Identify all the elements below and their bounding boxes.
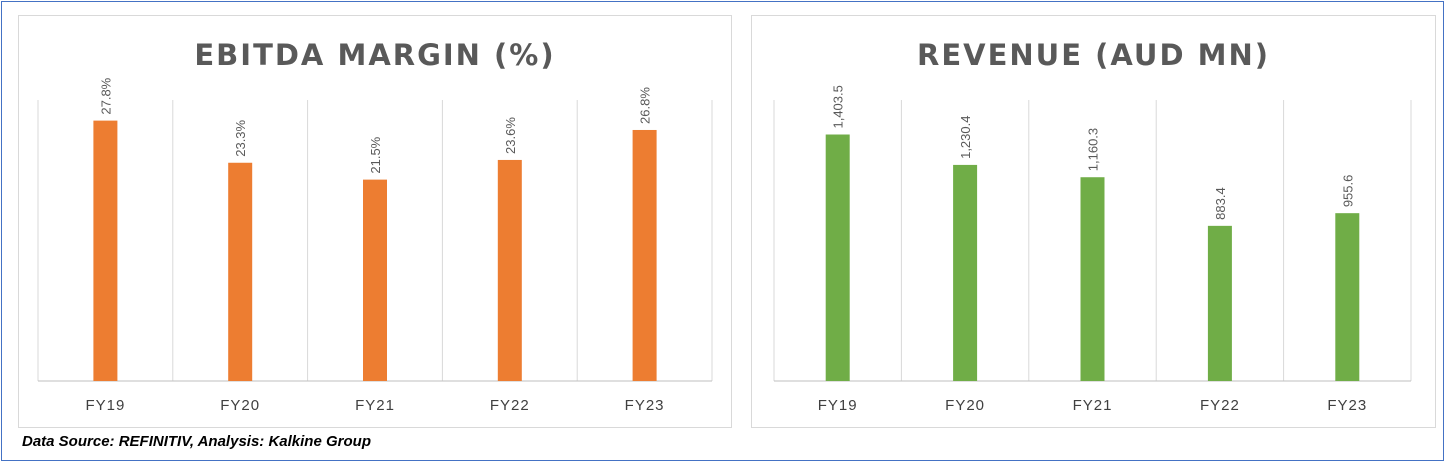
- ebitda-chart-title: EBITDA MARGIN (%): [194, 38, 556, 72]
- revenue-data-label-fy23: 955.6: [1340, 175, 1355, 208]
- revenue-chart-panel: REVENUE (AUD MN) 1,403.5 FY19 1,230.4 FY20 1…: [751, 15, 1436, 428]
- revenue-tick-label-fy19: FY19: [818, 397, 858, 414]
- revenue-data-label-fy19: 1,403.5: [831, 85, 846, 128]
- ebitda-data-label-fy21: 21.5%: [368, 136, 383, 173]
- ebitda-data-label-fy20: 23.3%: [233, 119, 248, 156]
- revenue-tick-label-fy23: FY23: [1327, 397, 1367, 414]
- ebitda-data-label-fy19: 27.8%: [98, 77, 113, 114]
- revenue-chart-svg: 1,403.5 FY19 1,230.4 FY20 1,160.3 FY21 883.4 FY…: [773, 85, 1412, 414]
- ebitda-tick-label-fy22: FY22: [490, 397, 530, 414]
- ebitda-data-label-fy23: 26.8%: [638, 87, 653, 124]
- ebitda-margin-chart-panel: EBITDA MARGIN (%) 27.8% FY19 23.3% FY20 21.5…: [18, 15, 732, 428]
- revenue-data-label-fy21: 1,160.3: [1086, 128, 1101, 171]
- revenue-bar-fy22: [1207, 225, 1232, 381]
- data-source-note: Data Source: REFINITIV, Analysis: Kalkin…: [22, 433, 371, 450]
- revenue-tick-label-fy22: FY22: [1200, 397, 1240, 414]
- ebitda-bar-fy23: [632, 129, 657, 381]
- ebitda-tick-label-fy23: FY23: [625, 397, 665, 414]
- ebitda-tick-label-fy21: FY21: [355, 397, 395, 414]
- revenue-tick-label-fy20: FY20: [945, 397, 985, 414]
- ebitda-bar-fy20: [228, 162, 253, 381]
- revenue-bar-fy20: [953, 164, 978, 381]
- ebitda-chart-svg: 27.8% FY19 23.3% FY20 21.5% FY21 23.6% FY22 26.8…: [37, 77, 713, 414]
- revenue-chart-title: REVENUE (AUD MN): [916, 38, 1271, 72]
- ebitda-bar-fy22: [497, 159, 522, 381]
- revenue-bar-fy21: [1080, 177, 1105, 381]
- ebitda-tick-label-fy19: FY19: [85, 397, 125, 414]
- ebitda-data-label-fy22: 23.6%: [503, 117, 518, 154]
- revenue-tick-label-fy21: FY21: [1073, 397, 1113, 414]
- revenue-data-label-fy22: 883.4: [1213, 187, 1228, 220]
- ebitda-bar-fy19: [93, 120, 118, 382]
- revenue-bar-fy23: [1335, 213, 1360, 381]
- ebitda-tick-label-fy20: FY20: [220, 397, 260, 414]
- revenue-data-label-fy20: 1,230.4: [958, 116, 973, 159]
- revenue-bar-fy19: [825, 134, 850, 381]
- ebitda-bar-fy21: [363, 179, 387, 381]
